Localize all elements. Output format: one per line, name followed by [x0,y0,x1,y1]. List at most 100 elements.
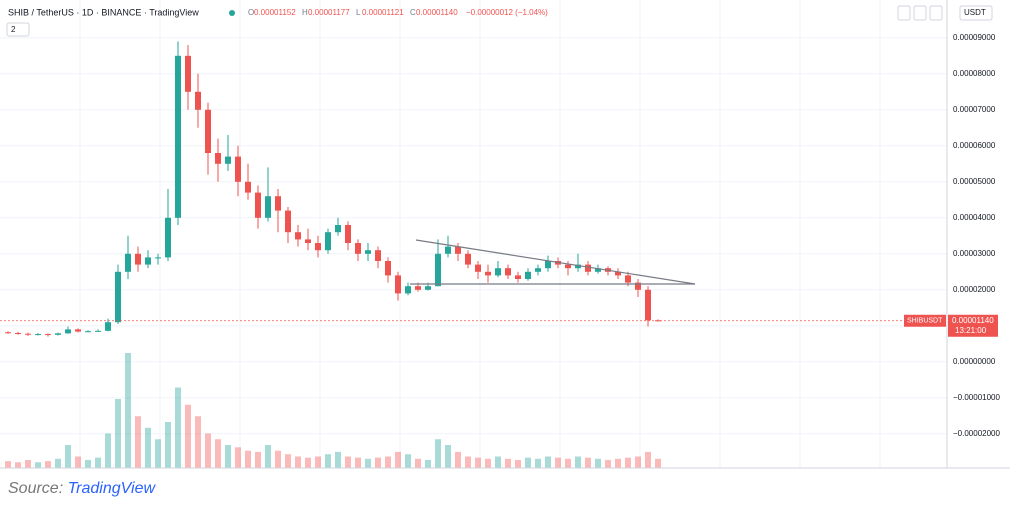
ohlc-label: H [302,8,308,17]
candle-body [65,329,71,334]
volume-bar [265,445,271,468]
candle-body [475,264,481,272]
candle-body [375,250,381,261]
volume-bar [175,387,181,468]
candle-body [575,264,581,269]
symbol-tag-text: SHIBUSDT [907,318,943,325]
volume-bar [425,459,431,468]
volume-bar [275,450,281,468]
volume-bar [375,457,381,468]
y-tick-label: 0.00008000 [953,69,996,78]
change: −0.00000012 (−1.04%) [466,8,548,17]
volume-bar [355,457,361,468]
volume-bar [285,454,291,468]
y-tick-label: 0.00004000 [953,213,996,222]
symbol: SHIB / TetherUS · 1D · BINANCE · Trading… [8,7,199,17]
volume-bar [485,458,491,468]
candle-body [535,268,541,272]
volume-bar [215,439,221,468]
volume-bar [635,456,641,468]
volume [5,353,661,468]
volume-bar [415,458,421,468]
volume-bar [35,462,41,468]
volume-bar [95,457,101,468]
grid [0,37,947,435]
candle-body [585,264,591,272]
volume-bar [565,458,571,468]
volume-bar [655,458,661,468]
candle-body [235,156,241,182]
caption-link[interactable]: TradingView [67,480,156,497]
candle-body [55,333,61,335]
volume-bar [335,451,341,468]
candle-body [115,271,121,323]
candle-body [105,322,111,331]
volume-bar [65,445,71,468]
candle-body [365,250,371,254]
volume-bar [575,456,581,468]
candle-body [245,181,251,193]
close-button[interactable] [929,5,943,21]
down-button[interactable] [897,5,911,21]
countdown-text: 13:21:00 [955,326,987,335]
candle-body [425,286,431,290]
candle-body [545,261,551,269]
currency-button[interactable] [959,5,993,21]
candle-body [625,275,631,283]
candle-body [595,268,601,272]
candle-body [185,55,191,92]
y-tick-label: −0.00002000 [953,429,1000,438]
volume-bar [295,456,301,468]
volume-bar [605,459,611,468]
currency[interactable]: USDT [964,8,986,17]
candle-body [455,246,461,254]
volume-bar [645,451,651,468]
candle-body [505,268,511,276]
indicators-count[interactable]: 2 [11,25,16,34]
volume-bar [625,457,631,468]
candle-body [435,253,441,287]
candle-body [155,257,161,259]
candle-body [165,217,171,258]
y-tick-label: 0.00005000 [953,177,996,186]
candle-body [305,239,311,243]
candle-body [285,210,291,233]
y-tick-label: 0.00007000 [953,105,996,114]
fullscreen-button[interactable] [913,5,927,21]
volume-bar [195,416,201,468]
candle-body [415,286,421,290]
candle-body [395,275,401,294]
volume-bar [5,461,11,468]
symbol-tag [904,314,946,327]
volume-bar [555,457,561,468]
volume-bar [325,454,331,468]
ohlc-label: O [248,8,254,17]
ohlc: O 0.00001152 H 0.00001177 L 0.00001121 C 0.0000… [248,8,458,17]
candle-body [515,275,521,279]
volume-bar [615,458,621,468]
volume-bar [115,399,121,468]
volume-bar [455,451,461,468]
candle-body [345,225,351,243]
volume-bar [105,433,111,468]
volume-bar [445,445,451,468]
indicators-button[interactable] [6,22,30,37]
candle-body [465,253,471,265]
candle-body [385,261,391,276]
volume-bar [365,458,371,468]
candle-body [315,243,321,251]
candle-body [295,232,301,240]
candle-body [635,282,641,290]
candle-body [75,329,81,332]
candle-body [5,332,11,334]
candle-body [275,196,281,211]
status-dot [229,10,235,16]
volume-bar [155,439,161,468]
candle-body [445,246,451,254]
volume-bar [505,458,511,468]
candle-body [485,271,491,276]
caption: Source: TradingView [8,480,155,498]
volume-bar [45,461,51,468]
candle-body [615,271,621,276]
